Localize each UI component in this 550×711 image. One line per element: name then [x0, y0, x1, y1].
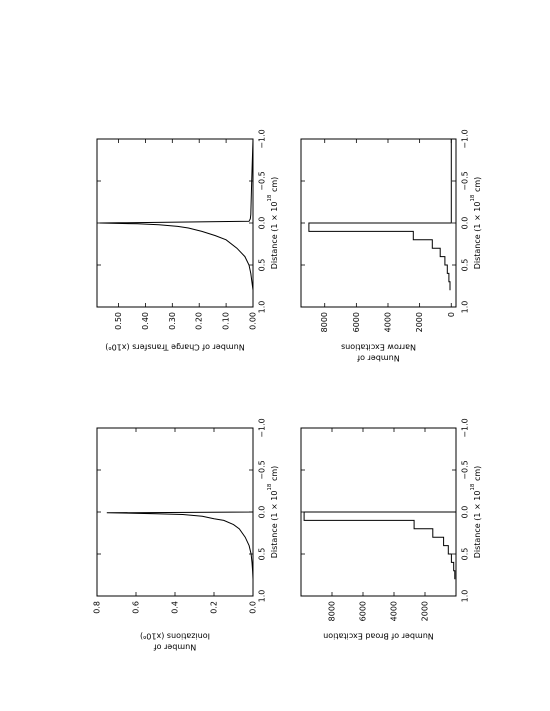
x-tick-label: −1.0: [461, 418, 470, 437]
y-axis-label: Ionizations (x10⁶): [140, 632, 210, 641]
y-tick-label: 0.2: [210, 601, 219, 614]
x-tick-label: 1.0: [461, 301, 470, 314]
charge-transfers-panel: −1.0 −0.5 0.0 0.5 1.00.00 0.10 0.20 0.30 0.40 0.5…: [96, 129, 279, 352]
x-tick-label: 0.5: [461, 548, 470, 561]
x-axis-label: Distance (1 × 1018 cm): [470, 466, 481, 559]
y-tick-label: 0.20: [195, 312, 204, 330]
broad-excitation-panel: −1.0 −0.5 0.0 0.5 1.0 2000 4000 6000 8000 Distanc…: [300, 418, 482, 641]
x-tick-label: 1.0: [258, 590, 267, 603]
y-axis-label: Number of Broad Excitation: [323, 632, 434, 641]
y-tick-label: 2000: [415, 312, 424, 332]
y-tick-label: 0.4: [171, 601, 180, 614]
x-tick-label: −1.0: [258, 418, 267, 437]
x-tick-label: 0.0: [258, 217, 267, 230]
x-tick-label: 0.5: [258, 548, 267, 561]
x-tick-label: 0.0: [461, 217, 470, 230]
y-axis-label: Number of: [154, 643, 197, 652]
y-tick-label: 4000: [390, 601, 399, 621]
x-tick-label: −0.5: [461, 171, 470, 190]
x-axis-label: Distance (1 × 1018 cm): [470, 177, 481, 270]
data-series-line: [303, 428, 457, 580]
y-tick-label: 0.40: [141, 312, 150, 330]
y-tick-label: 0.0: [249, 601, 258, 614]
y-tick-label: 6000: [352, 312, 361, 332]
x-tick-label: 0.0: [258, 506, 267, 519]
y-tick-label: 0.00: [249, 312, 258, 330]
y-tick-label: 4000: [383, 312, 392, 332]
ionizations-panel: −1.0−0.50.00.51.00.00.20.40.60.8Distance…: [93, 418, 279, 651]
x-tick-label: −1.0: [461, 129, 470, 148]
y-tick-label: 0.8: [93, 601, 102, 614]
y-tick-label: 0.30: [168, 312, 177, 330]
y-axis-label: Narrow Excitations: [341, 343, 416, 352]
x-tick-label: 1.0: [258, 301, 267, 314]
x-tick-label: −0.5: [258, 171, 267, 190]
narrow-excitations-panel: −1.0 −0.5 0.0 0.5 1.0 0 2000 4000 6000 8000 Distan…: [300, 129, 482, 363]
x-tick-label: 0.5: [461, 259, 470, 272]
y-tick-label: 0.6: [132, 601, 141, 614]
data-series-line: [106, 428, 254, 580]
y-tick-label: 2000: [421, 601, 430, 621]
data-series-line: [308, 139, 452, 291]
y-tick-label: 0.50: [114, 312, 123, 330]
y-tick-label: 0.10: [222, 312, 231, 330]
y-tick-label: 0: [447, 312, 456, 317]
x-tick-label: −1.0: [258, 129, 267, 148]
x-tick-label: 0.5: [258, 259, 267, 272]
data-series-line: [99, 138, 254, 291]
y-tick-label: 6000: [359, 601, 368, 621]
x-tick-label: 0.0: [461, 506, 470, 519]
y-axis-label: Number of Charge Transfers (x10⁶): [105, 343, 244, 352]
x-tick-label: 1.0: [461, 590, 470, 603]
y-tick-label: 8000: [328, 601, 337, 621]
y-axis-label: Number of: [357, 354, 400, 363]
x-axis-label: Distance (1 × 1018 cm): [267, 466, 278, 559]
x-tick-label: −0.5: [461, 460, 470, 479]
y-tick-label: 8000: [320, 312, 329, 332]
x-axis-label: Distance (1 × 1018 cm): [267, 177, 278, 270]
x-tick-label: −0.5: [258, 460, 267, 479]
